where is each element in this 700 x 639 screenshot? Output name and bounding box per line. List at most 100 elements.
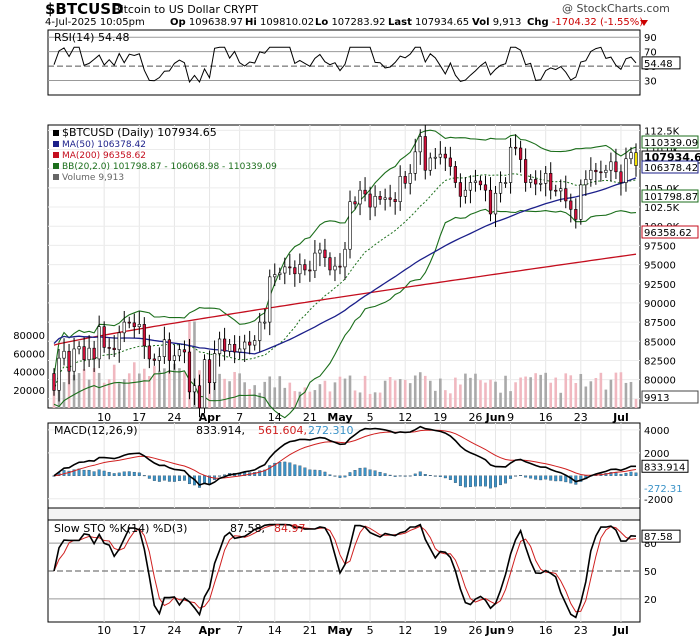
volume-bar xyxy=(208,366,211,408)
volume-bar xyxy=(57,362,61,408)
macd-histogram-bar xyxy=(599,473,603,476)
candle-body xyxy=(418,136,422,153)
candle-body xyxy=(308,269,312,272)
volume-bar xyxy=(489,379,492,408)
x-tick-label: 16 xyxy=(539,411,553,424)
candle-body xyxy=(403,176,407,184)
volume-bar xyxy=(288,382,292,408)
legend-swatch xyxy=(53,163,59,169)
macd-histogram-bar xyxy=(172,475,176,482)
candle-body xyxy=(483,184,488,191)
candle-body xyxy=(609,161,613,171)
macd-histogram-bar xyxy=(403,475,407,477)
x-tick-label: 14 xyxy=(268,411,282,424)
candle-body xyxy=(253,340,257,346)
volume-bar xyxy=(594,378,598,408)
volume-bar xyxy=(338,376,342,408)
macd-histogram-bar xyxy=(283,461,287,476)
macd-hist-tag: -272.31 xyxy=(644,484,683,495)
ma200-line xyxy=(53,253,637,346)
macd-histogram-bar xyxy=(499,475,502,486)
candle-body xyxy=(243,341,247,350)
macd-histogram-bar xyxy=(463,475,467,488)
volume-bar xyxy=(383,380,387,408)
candle-body xyxy=(228,344,232,352)
volume-bar xyxy=(353,390,357,408)
candle-body xyxy=(488,189,493,215)
macd-hist-value: 272.310 xyxy=(308,424,354,437)
candle-body xyxy=(584,179,588,186)
volume-bar xyxy=(102,382,106,408)
candle-body xyxy=(62,350,66,359)
macd-histogram-bar xyxy=(634,472,638,476)
volume-bar xyxy=(248,389,251,408)
macd-histogram-bar xyxy=(107,472,111,476)
quote-low: Lo 107283.92 xyxy=(315,17,386,28)
macd-histogram-bar xyxy=(318,470,322,476)
price-tick-label: 110.0K xyxy=(644,146,680,157)
candle-body xyxy=(127,321,131,324)
macd-histogram-bar xyxy=(87,469,91,476)
volume-bar xyxy=(358,392,362,408)
volume-bar xyxy=(504,375,507,408)
tag-ma200-box xyxy=(641,225,699,239)
x-tick-label: 5 xyxy=(367,411,374,424)
candle-body xyxy=(258,321,262,341)
macd-histogram-bar xyxy=(92,471,96,476)
sto-tag-box xyxy=(641,529,681,543)
macd-histogram-bar xyxy=(97,469,101,476)
macd-histogram-bar xyxy=(182,475,186,481)
x-tick-label-bottom: 26 xyxy=(468,624,482,637)
price-tick-label: 100.0K xyxy=(644,222,680,233)
macd-signal-line xyxy=(53,429,637,479)
volume-bar xyxy=(52,383,56,408)
macd-histogram-bar xyxy=(253,472,257,476)
candle-body xyxy=(619,171,623,183)
candle-body xyxy=(569,200,573,210)
legend-swatch xyxy=(53,174,59,180)
macd-histogram-bar xyxy=(504,475,508,484)
macd-histogram-bar xyxy=(358,467,362,476)
x-tick-label: 9 xyxy=(507,411,514,424)
x-tick-label-bottom: 14 xyxy=(268,624,282,637)
candle-body xyxy=(197,385,202,409)
candle-body xyxy=(112,347,116,351)
candle-body xyxy=(534,179,538,185)
candle-body xyxy=(468,182,473,191)
candle-body xyxy=(87,347,91,360)
candle-body xyxy=(233,344,237,353)
volume-bar xyxy=(218,373,221,408)
candle-body xyxy=(137,324,141,328)
macd-histogram-bar xyxy=(549,475,553,481)
volume-tick-label: 80000 xyxy=(13,331,45,342)
volume-bar xyxy=(107,379,111,408)
candle-body xyxy=(559,188,563,192)
macd-histogram-bar xyxy=(614,472,618,476)
volume-bar xyxy=(67,370,71,408)
macd-histogram-bar xyxy=(52,475,56,477)
candle-body xyxy=(498,182,503,194)
candle-body xyxy=(177,349,182,357)
macd-histogram-bar xyxy=(248,472,252,476)
volume-bar xyxy=(524,376,527,408)
price-tick-label: 82500 xyxy=(644,356,676,367)
macd-histogram-bar xyxy=(328,474,332,476)
panel-frame-price xyxy=(47,124,641,409)
volume-bar xyxy=(534,373,537,408)
volume-bar xyxy=(368,393,372,408)
macd-histogram-bar xyxy=(413,473,417,476)
macd-histogram-bar xyxy=(303,467,307,476)
x-tick-label: 12 xyxy=(398,411,412,424)
legend-swatch xyxy=(53,130,59,136)
macd-histogram-bar xyxy=(519,475,523,476)
sto-value-tag: 87.58 xyxy=(644,532,673,543)
x-tick-label-bottom: 9 xyxy=(507,624,514,637)
macd-histogram-bar xyxy=(203,475,206,485)
macd-histogram-bar xyxy=(433,475,437,477)
x-tick-label: 17 xyxy=(132,411,146,424)
x-tick-label-bottom: 5 xyxy=(367,624,374,637)
macd-histogram-bar xyxy=(554,475,558,482)
volume-bar xyxy=(479,380,482,408)
macd-histogram-bar xyxy=(363,467,367,476)
volume-bar xyxy=(193,321,196,408)
